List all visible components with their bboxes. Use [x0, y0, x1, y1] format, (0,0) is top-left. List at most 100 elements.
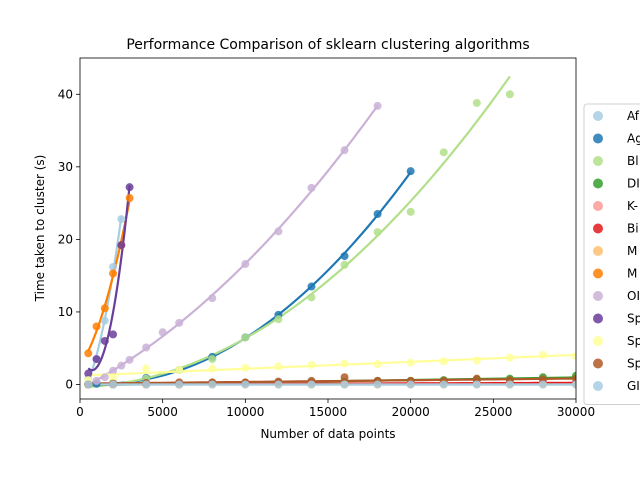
legend-swatch [593, 336, 603, 346]
data-point [241, 363, 250, 372]
data-point [572, 352, 576, 361]
data-point [307, 380, 316, 389]
data-point [274, 380, 283, 389]
legend-swatch [593, 111, 603, 121]
data-point [406, 358, 415, 367]
legend-swatch [593, 246, 603, 256]
data-point [307, 293, 316, 302]
data-point [505, 90, 514, 99]
plot-frame [79, 57, 577, 400]
data-point [340, 373, 349, 382]
data-point [84, 380, 93, 389]
data-point [100, 373, 109, 382]
legend-swatch [593, 133, 603, 144]
fit-line-1 [88, 171, 412, 385]
legend-label: Sp [627, 357, 640, 371]
data-point [373, 228, 382, 237]
data-point [100, 336, 109, 345]
data-point [505, 380, 514, 389]
data-points [84, 90, 576, 389]
legend-label: M [627, 267, 637, 281]
data-point [241, 333, 250, 342]
data-point [274, 315, 283, 324]
data-point [92, 355, 101, 364]
x-tick-label: 0 [76, 405, 84, 419]
legend-label: Ag [627, 132, 640, 146]
fit-line-7 [87, 200, 131, 352]
data-point [109, 366, 118, 375]
y-tick-label: 40 [58, 87, 73, 101]
data-point [538, 380, 547, 389]
legend-swatch [593, 178, 603, 189]
data-point [142, 343, 151, 352]
data-point [439, 380, 448, 389]
legend-swatch [593, 358, 603, 369]
fit-line-11 [88, 377, 576, 385]
data-point [340, 146, 349, 155]
data-point [117, 241, 126, 250]
legend-swatch [593, 313, 603, 324]
data-point [125, 194, 134, 203]
data-point [472, 374, 481, 383]
data-point [472, 380, 481, 389]
data-point [208, 355, 217, 364]
data-point [340, 260, 349, 269]
legend-swatch [593, 223, 603, 234]
legend-label: GI [627, 379, 640, 393]
data-point [274, 362, 283, 371]
legend: Af Ag Bl DI K- Bi MM OI Sp Sp Sp GI [583, 103, 640, 405]
legend-label: Sp [627, 312, 640, 326]
data-point [92, 322, 101, 331]
data-point [142, 380, 151, 389]
fit-line-9 [87, 185, 131, 372]
y-tick-label: 30 [58, 160, 73, 174]
y-tick-label: 20 [58, 232, 73, 246]
data-point [117, 215, 126, 224]
x-axis-label: Number of data points [260, 427, 395, 441]
data-point [109, 269, 118, 278]
data-point [439, 357, 448, 366]
data-point [84, 349, 93, 358]
data-point [373, 209, 382, 218]
data-point [175, 365, 184, 374]
x-tick-label: 30000 [557, 405, 595, 419]
data-point [373, 380, 382, 389]
data-point [439, 148, 448, 157]
data-point [109, 330, 118, 339]
legend-label: OI [627, 289, 640, 303]
legend-label: Af [627, 109, 640, 123]
data-point [340, 252, 349, 261]
legend-swatch [593, 156, 603, 166]
data-point [100, 304, 109, 313]
data-point [208, 294, 217, 303]
x-axis-ticks: 0 5000 10000 15000 20000 25000 30000 [76, 399, 595, 419]
data-point [572, 380, 576, 389]
data-point [241, 380, 250, 389]
x-tick-label: 15000 [309, 405, 347, 419]
data-point [241, 260, 250, 269]
data-point [340, 359, 349, 368]
legend-label: M [627, 244, 637, 258]
fit-line-10 [88, 353, 576, 377]
legend-swatch [593, 291, 603, 301]
x-tick-label: 10000 [226, 405, 264, 419]
data-point [472, 98, 481, 107]
data-point [125, 355, 134, 364]
data-point [92, 376, 101, 385]
y-axis-ticks: 0 10 20 30 40 [58, 87, 80, 391]
x-tick-label: 20000 [392, 405, 430, 419]
data-point [538, 350, 547, 359]
data-point [505, 353, 514, 362]
fit-line-2 [88, 75, 511, 388]
data-point [109, 380, 118, 389]
legend-swatch [593, 381, 603, 391]
data-point [142, 364, 151, 373]
fit-line-8 [87, 104, 379, 386]
y-axis-label: Time taken to cluster (s) [33, 155, 47, 303]
y-tick-label: 10 [58, 305, 73, 319]
data-point [175, 380, 184, 389]
legend-label: K- [627, 199, 638, 213]
data-point [109, 373, 118, 382]
chart-title: Performance Comparison of sklearn cluste… [126, 37, 529, 53]
